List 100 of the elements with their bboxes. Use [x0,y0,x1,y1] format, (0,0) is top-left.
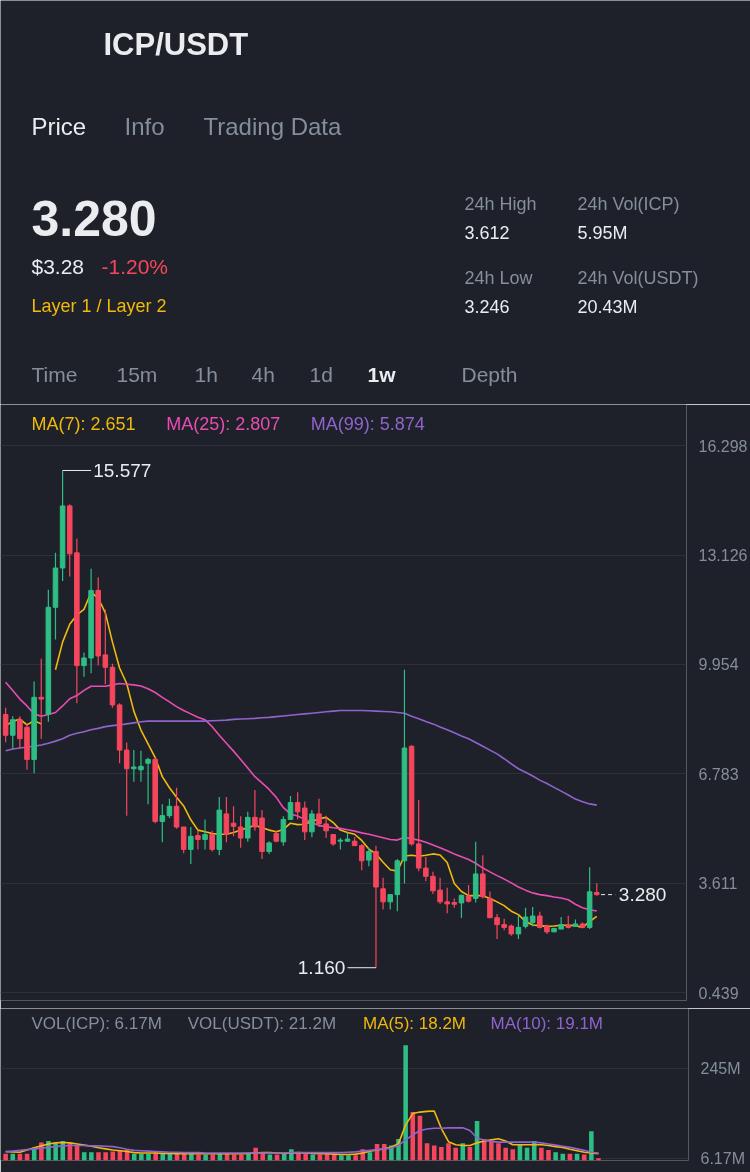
candlestick [188,826,194,865]
bar [203,1154,208,1161]
line-series [4,1127,600,1155]
bar [496,1143,501,1161]
line-series [4,709,598,806]
candlestick [323,815,329,839]
bar [446,1143,451,1161]
text: 1h [194,363,218,386]
bar [131,1153,137,1161]
annotation: VOL(USDT): 21.2M [187,1014,337,1033]
candlestick [2,707,9,743]
text: MA(10): 19.1M [490,1014,604,1033]
bar [581,1154,587,1161]
y-tick-label: 6.17M [700,1149,745,1167]
candlestick [173,787,180,830]
text: 4h [251,363,275,386]
text: 1d [309,363,333,386]
candlestick [280,815,287,847]
bar [403,1045,408,1161]
text: 24h Vol(ICP) [577,193,680,214]
candlestick [316,798,322,828]
candlestick [309,809,315,838]
text: MA(25): 2.807 [166,413,281,434]
bar [103,1152,108,1161]
y-tick-label: 9.954 [698,656,739,674]
text: 24h Vol(USDT) [577,267,699,288]
candlestick [180,826,187,854]
bar [246,1153,251,1161]
bar [3,1153,8,1161]
text: 24h High [464,193,537,214]
candlestick [287,795,294,821]
candlestick [515,915,522,940]
y-tick-label: 0.439 [698,984,739,1002]
line-series [4,681,598,912]
candlestick [159,803,166,843]
text: MA(7): 2.651 [31,413,136,434]
bar [296,1152,301,1161]
y-tick-label: 3.611 [698,875,738,893]
bar [439,1146,444,1161]
y-tick-label: 6.783 [698,765,739,783]
text: 3.280 [31,191,157,247]
text: $3.28 [31,255,85,278]
candlestick [145,757,151,805]
candlestick [202,818,208,851]
bar [539,1147,544,1161]
bar [553,1152,558,1161]
bar [489,1140,494,1161]
bar [353,1155,358,1161]
bar [339,1155,344,1161]
bar [89,1152,94,1161]
text: 1w [367,363,397,386]
candlestick [230,805,237,837]
candlestick [237,815,244,849]
y-tick-label: 13.126 [698,547,748,565]
text: Time [31,363,78,386]
bar [431,1145,437,1161]
text: MA(99): 5.874 [310,413,425,434]
bar [139,1153,144,1161]
bar [281,1153,287,1161]
y-tick-label: 16.298 [698,437,748,455]
candlestick [209,830,215,853]
bar [346,1155,351,1161]
ref-line-label: 3.280 [618,884,667,906]
text: 20.43M [577,296,638,317]
text: Trading Data [203,113,342,140]
candlestick [38,658,45,740]
bar [303,1153,308,1161]
bar [81,1152,87,1161]
text: 3.246 [464,297,510,317]
annotation: 15.577 [93,459,152,481]
text: 24h Low [464,267,534,288]
bar [546,1149,551,1161]
bar [453,1147,458,1161]
candlestick [223,796,230,843]
text: Info [124,113,165,140]
text: 5.95M [577,222,628,243]
annotation: VOL(ICP): 6.17M [31,1014,162,1033]
candlestick [81,651,87,678]
bar [239,1154,244,1161]
bar [596,1158,601,1161]
bar [196,1154,201,1161]
candlestick [522,907,529,930]
bar [231,1154,237,1161]
candlestick [366,847,372,867]
annotation: 1.160 [297,957,346,979]
bar [331,1154,337,1161]
candlestick [380,877,386,911]
text: Layer 1 / Layer 2 [31,295,167,316]
text: MA(5): 18.2M [363,1014,467,1033]
candlestick [529,906,536,927]
text: -1.20% [101,255,169,278]
text: Depth [461,363,518,386]
candlestick [480,854,486,900]
candlestick [195,830,201,851]
text: 15m [116,363,158,386]
y-tick-label: 245M [700,1060,741,1078]
candlestick [9,715,16,750]
bar [146,1153,151,1161]
text: ICP/USDT [103,27,249,62]
bar [503,1147,508,1161]
